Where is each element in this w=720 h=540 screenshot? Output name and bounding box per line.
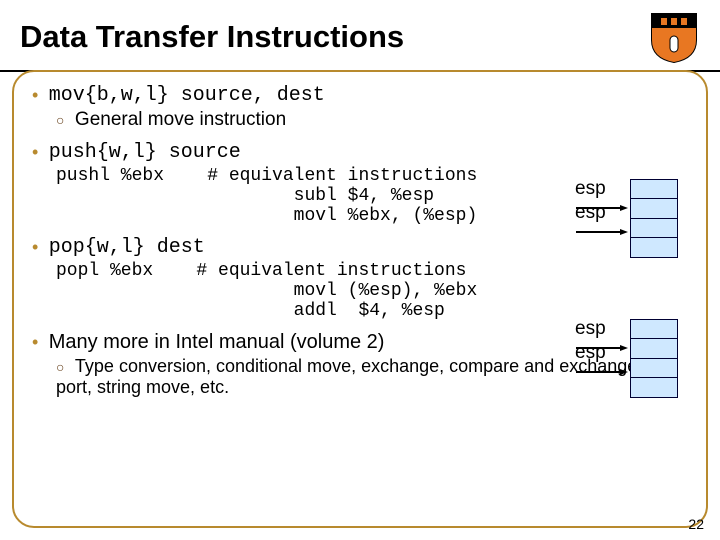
page-number: 22 (688, 516, 704, 532)
pop-code: popl %ebx # equivalent instructions movl… (56, 261, 688, 321)
sub-bullet-icon: ○ (56, 359, 64, 375)
princeton-shield-icon (648, 10, 700, 64)
bullet-icon: • (32, 85, 38, 105)
push-heading: push{w,l} source (49, 141, 241, 164)
title-bar: Data Transfer Instructions (0, 0, 720, 72)
esp-label-pop-1: esp (575, 318, 606, 340)
arrow-icon (576, 362, 628, 380)
stack-cell (630, 377, 678, 398)
sub-bullet-icon: ○ (56, 112, 64, 128)
bullet-icon: • (32, 142, 38, 162)
stack-cell (630, 358, 678, 379)
stack-cell (630, 198, 678, 219)
bullet-icon: • (32, 332, 38, 352)
slide: Data Transfer Instructions • mov{b,w,l} … (0, 0, 720, 540)
stack-diagram-pop (630, 320, 678, 398)
mov-heading: mov{b,w,l} source, dest (49, 84, 325, 107)
content-frame: • mov{b,w,l} source, dest ○ General move… (12, 70, 708, 528)
esp-label-push-1: esp (575, 178, 606, 200)
bullet-mov: • mov{b,w,l} source, dest (32, 84, 688, 107)
stack-cell (630, 319, 678, 340)
stack-cell (630, 179, 678, 200)
bullet-icon: • (32, 237, 38, 257)
stack-diagram-push (630, 180, 678, 258)
bullet-push: • push{w,l} source (32, 141, 688, 164)
pop-heading: pop{w,l} dest (49, 236, 205, 259)
mov-sub: General move instruction (75, 109, 286, 130)
page-title: Data Transfer Instructions (20, 19, 404, 55)
arrow-icon (576, 222, 628, 240)
arrow-icon (576, 198, 628, 216)
arrow-icon (576, 338, 628, 356)
stack-cell (630, 218, 678, 239)
sub-mov: ○ General move instruction (56, 109, 688, 131)
stack-cell (630, 338, 678, 359)
stack-cell (630, 237, 678, 258)
pop-code-l2: movl (%esp), %ebx (56, 281, 688, 301)
pop-code-l1: popl %ebx # equivalent instructions (56, 261, 688, 281)
many-heading: Many more in Intel manual (volume 2) (49, 331, 385, 353)
